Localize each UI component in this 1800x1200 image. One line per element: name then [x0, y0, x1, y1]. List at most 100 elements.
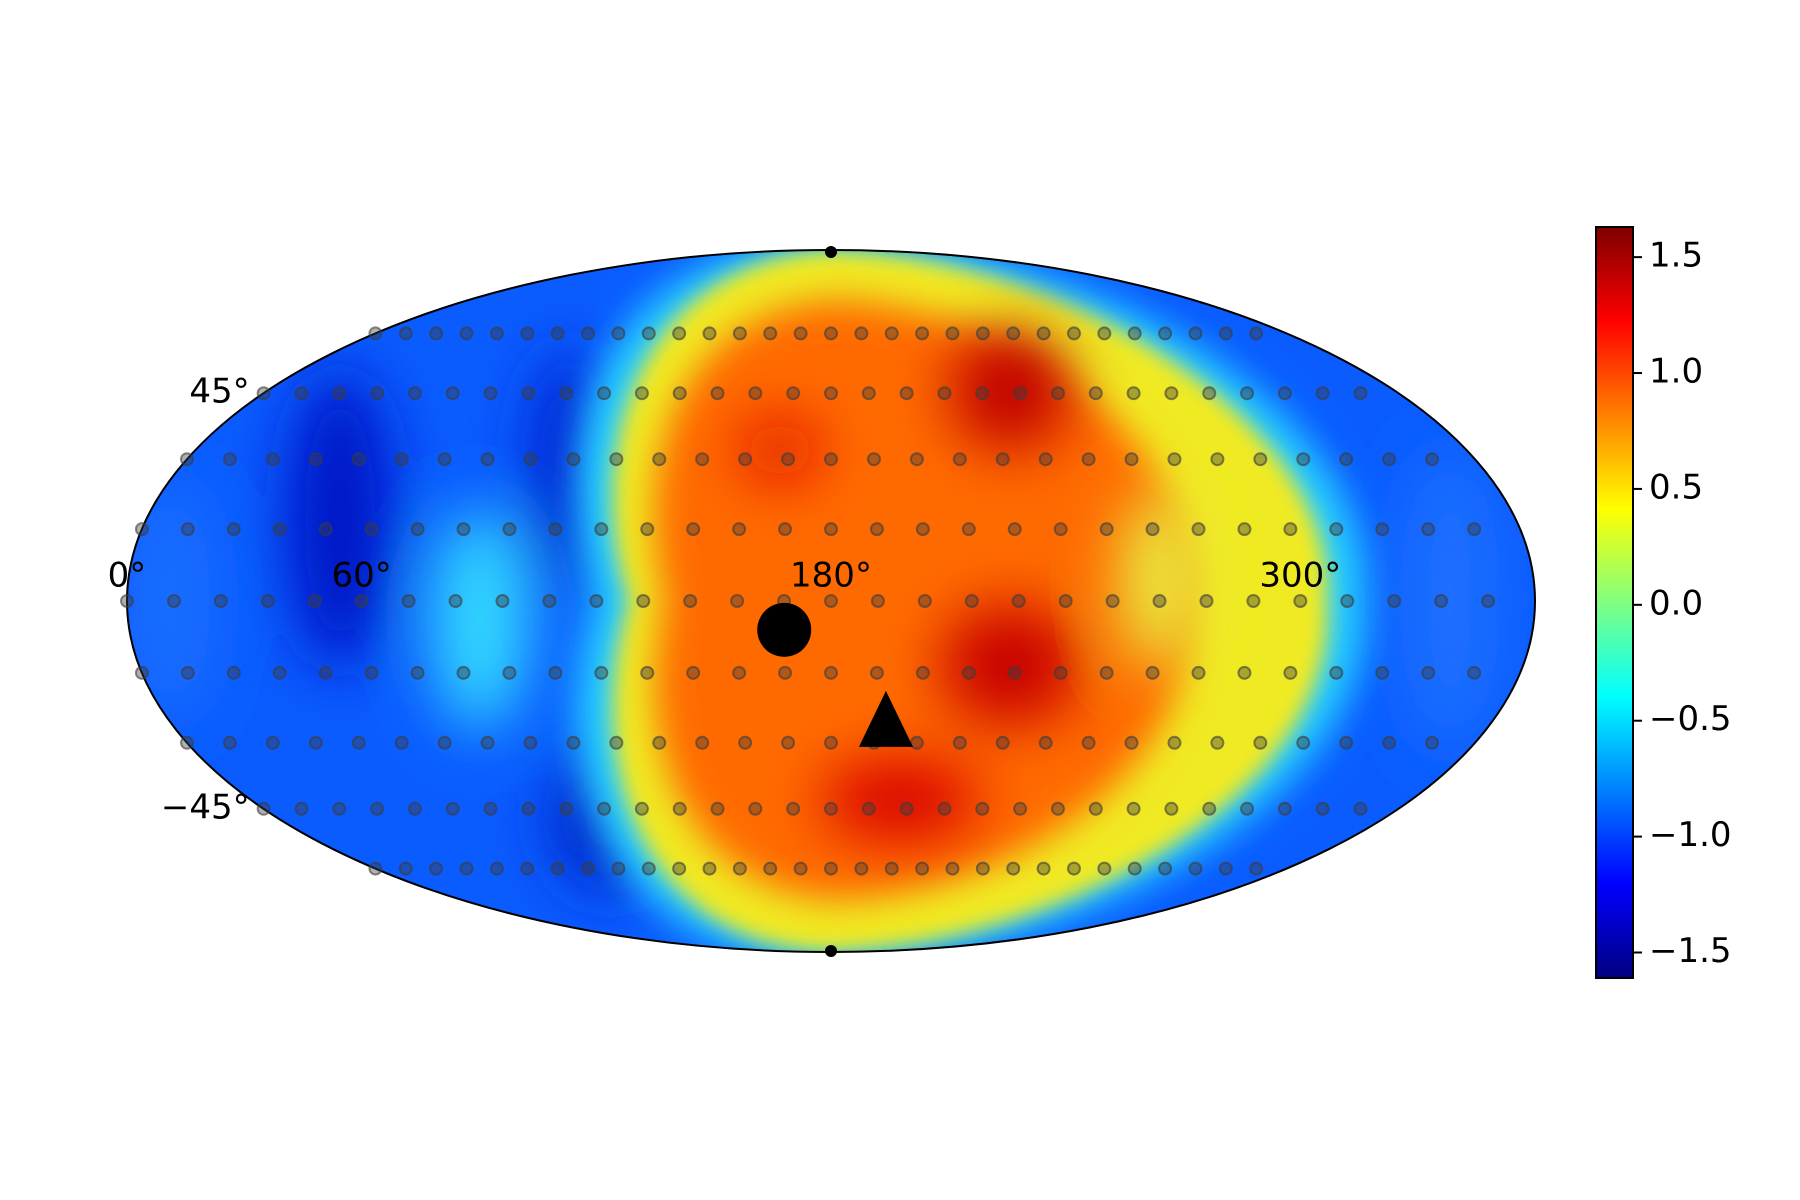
sample-point — [609, 452, 624, 467]
colorbar-tick-label: 1.0 — [1649, 352, 1703, 392]
sample-point — [594, 665, 609, 680]
sample-point — [641, 326, 656, 341]
sample-point — [672, 326, 687, 341]
sample-point — [634, 386, 649, 401]
sample-point — [1152, 594, 1167, 608]
sample-point — [854, 861, 869, 876]
sample-point — [294, 386, 309, 401]
sample-point — [1375, 665, 1390, 680]
sample-point — [559, 801, 574, 816]
sample-point — [1127, 326, 1142, 341]
sample-point — [961, 522, 976, 537]
sample-point — [308, 735, 323, 750]
sample-point — [975, 326, 990, 341]
pole — [825, 246, 837, 258]
sample-point — [1036, 326, 1051, 341]
sample-point — [1382, 735, 1397, 750]
sample-point — [786, 801, 801, 816]
sample-point — [1099, 665, 1114, 680]
sample-point — [272, 522, 287, 537]
sample-point — [548, 522, 563, 537]
sample-point — [1202, 386, 1217, 401]
sample-point — [945, 326, 960, 341]
sample-point — [429, 326, 444, 341]
colorbar-tick-label: 1.5 — [1649, 236, 1703, 276]
sample-point — [559, 386, 574, 401]
sample-point — [401, 594, 416, 608]
sample-point — [594, 522, 609, 537]
sample-point — [870, 594, 885, 608]
sample-point — [1293, 594, 1308, 608]
sample-point — [226, 522, 241, 537]
sample-point — [495, 594, 510, 608]
lon-label: 60° — [332, 556, 392, 596]
sample-point — [351, 452, 366, 467]
sample-point — [480, 735, 495, 750]
sample-point — [937, 386, 952, 401]
sample-point — [636, 594, 651, 608]
sample-point — [937, 801, 952, 816]
sample-point — [824, 326, 838, 341]
sample-point — [394, 452, 409, 467]
sample-point — [763, 861, 778, 876]
sample-point — [1006, 326, 1021, 341]
sample-point — [1088, 386, 1103, 401]
sample-point — [1191, 665, 1206, 680]
sample-point — [975, 386, 990, 401]
sample-point — [180, 665, 195, 680]
sample-point — [1353, 801, 1368, 816]
sample-point — [824, 665, 838, 680]
sample-point — [695, 452, 710, 467]
sample-point — [1050, 386, 1065, 401]
sample-point — [1097, 861, 1112, 876]
sample-point — [226, 665, 241, 680]
sample-point — [180, 452, 195, 467]
sample-point — [550, 861, 565, 876]
sample-point — [824, 522, 838, 537]
sample-point — [1277, 386, 1292, 401]
sample-point — [652, 735, 667, 750]
sample-point — [952, 735, 967, 750]
sample-point — [566, 735, 581, 750]
sample-point — [824, 801, 838, 816]
sample-point — [448, 594, 463, 608]
sample-point — [1105, 594, 1120, 608]
sample-point — [370, 386, 385, 401]
sample-point — [1339, 735, 1354, 750]
sample-point — [778, 522, 793, 537]
sample-point — [520, 326, 535, 341]
sample-point — [778, 665, 793, 680]
sample-point — [542, 594, 557, 608]
sample-point — [489, 326, 504, 341]
sample-point — [1425, 735, 1440, 750]
sample-point — [915, 665, 930, 680]
sample-point — [523, 735, 538, 750]
sample-point — [410, 522, 425, 537]
sample-point — [640, 665, 655, 680]
sample-point — [732, 861, 747, 876]
sample-point — [1124, 452, 1139, 467]
sample-point — [1353, 386, 1368, 401]
sample-point — [710, 386, 725, 401]
sample-point — [407, 801, 422, 816]
colorbar-tick-label: −1.5 — [1649, 931, 1732, 971]
sample-point — [550, 326, 565, 341]
sample-point — [213, 594, 228, 608]
sample-point — [134, 522, 149, 537]
sample-point — [917, 594, 932, 608]
sample-point — [1013, 386, 1028, 401]
sample-point — [945, 861, 960, 876]
sample-point — [318, 522, 333, 537]
sample-point — [521, 801, 536, 816]
sample-point — [1210, 452, 1225, 467]
sample-point — [1127, 861, 1142, 876]
sample-point — [294, 801, 309, 816]
sample-point — [1036, 861, 1051, 876]
sample-point — [732, 522, 747, 537]
sample-point — [609, 735, 624, 750]
sample-point — [445, 386, 460, 401]
sample-point — [437, 735, 452, 750]
sample-point — [1099, 522, 1114, 537]
sample-point — [521, 386, 536, 401]
sample-point — [394, 735, 409, 750]
